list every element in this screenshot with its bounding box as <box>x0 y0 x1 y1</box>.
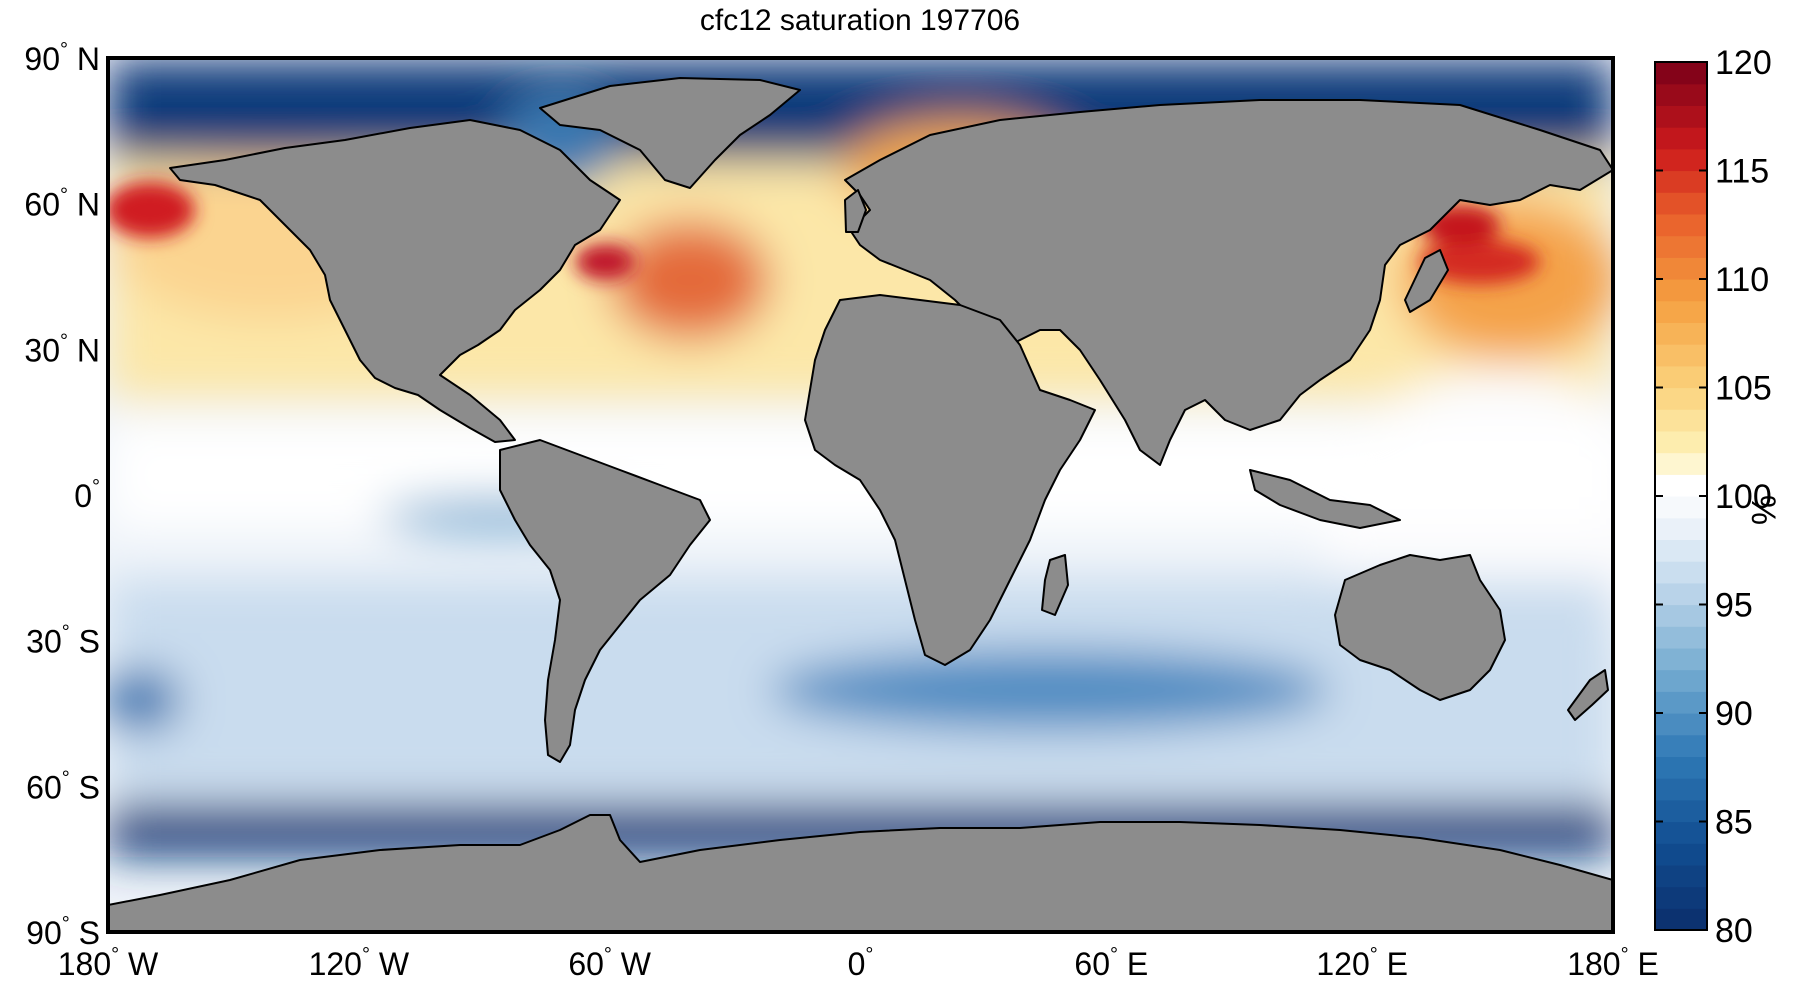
colorbar-step <box>1655 713 1707 736</box>
colorbar-step <box>1655 300 1707 323</box>
colorbar-step <box>1655 886 1707 909</box>
colorbar-tick-label: 80 <box>1715 912 1753 950</box>
lat-tick-label: 90° N <box>24 39 100 77</box>
colorbar-step <box>1655 821 1707 844</box>
colorbar-step <box>1655 344 1707 367</box>
colorbar-ticks: 80 85 90 95 100 105 110 115 120 <box>1655 44 1772 950</box>
eurasia <box>844 99 1613 466</box>
lon-tick-label: 0° <box>848 944 874 982</box>
antarctica <box>108 814 1613 932</box>
colorbar-step <box>1655 474 1707 497</box>
lon-tick-label: 120° W <box>309 944 410 982</box>
colorbar-step <box>1655 734 1707 757</box>
lon-tick-label: 180° W <box>58 944 159 982</box>
colorbar-steps <box>1655 62 1707 931</box>
latitude-axis: 90° N 60° N 30° N 0° 30° S 60° S 90° S <box>24 39 100 951</box>
colorbar-step <box>1655 647 1707 671</box>
lat-tick-label: 30° N <box>24 330 100 368</box>
colorbar-step <box>1655 279 1707 302</box>
indonesia <box>1249 469 1401 529</box>
colorbar-step <box>1655 539 1707 562</box>
colorbar-step <box>1655 799 1707 823</box>
greenland <box>539 77 801 189</box>
colorbar-step <box>1655 235 1707 258</box>
lat-tick-label: 30° S <box>26 622 100 660</box>
lat-tick-label: 90° S <box>26 913 100 951</box>
lon-tick-label: 120° E <box>1316 944 1408 982</box>
colorbar-step <box>1655 908 1707 931</box>
colorbar-step <box>1655 604 1707 627</box>
colorbar-step <box>1655 105 1707 128</box>
colorbar-step <box>1655 561 1707 584</box>
colorbar-step <box>1655 365 1707 389</box>
land-masses <box>108 77 1613 932</box>
map-frame <box>106 56 1615 934</box>
colorbar-tick-label: 90 <box>1715 695 1753 733</box>
colorbar-step <box>1655 430 1707 454</box>
colorbar-step <box>1655 192 1707 215</box>
colorbar-step <box>1655 582 1707 606</box>
lon-tick-label: 180° E <box>1567 944 1659 982</box>
japan <box>1404 249 1449 313</box>
colorbar: 80 85 90 95 100 105 110 115 120 % <box>1654 44 1782 950</box>
lon-tick-label: 60° E <box>1074 944 1148 982</box>
colorbar-tick-label: 95 <box>1715 587 1753 625</box>
colorbar-step <box>1655 387 1707 410</box>
lon-tick-label: 60° W <box>568 944 651 982</box>
colorbar-tick-label: 105 <box>1715 370 1772 408</box>
colorbar-step <box>1655 170 1707 193</box>
colorbar-step <box>1655 864 1707 888</box>
colorbar-step <box>1655 62 1707 85</box>
colorbar-step <box>1655 148 1707 172</box>
colorbar-step <box>1655 496 1707 519</box>
south-america <box>499 439 711 763</box>
colorbar-tick-label: 110 <box>1715 261 1769 299</box>
colorbar-tick-label: 100 <box>1715 478 1772 516</box>
colorbar-step <box>1655 322 1707 345</box>
map-title: cfc12 saturation 197706 <box>700 4 1020 37</box>
colorbar-step <box>1655 778 1707 801</box>
colorbar-step <box>1655 213 1707 237</box>
madagascar <box>1041 554 1069 616</box>
colorbar-unit: % <box>1744 495 1782 525</box>
africa <box>804 294 1096 666</box>
colorbar-tick-label: 120 <box>1715 44 1772 82</box>
colorbar-tick-label: 115 <box>1715 153 1769 191</box>
colorbar-step <box>1655 127 1707 150</box>
lat-tick-label: 60° N <box>24 185 100 223</box>
colorbar-step <box>1655 669 1707 692</box>
colorbar-step <box>1655 517 1707 540</box>
lat-tick-label: 60° S <box>26 767 100 805</box>
map-area <box>108 58 1613 932</box>
north-america <box>169 119 621 443</box>
new-zealand <box>1567 669 1609 721</box>
colorbar-step <box>1655 691 1707 714</box>
australia <box>1334 554 1506 701</box>
colorbar-step <box>1655 452 1707 475</box>
colorbar-step <box>1655 626 1707 649</box>
colorbar-step <box>1655 756 1707 779</box>
colorbar-step <box>1655 409 1707 432</box>
lat-tick-label: 0° <box>74 476 100 514</box>
colorbar-tick-label: 85 <box>1715 804 1753 842</box>
colorbar-step <box>1655 83 1707 106</box>
colorbar-step <box>1655 257 1707 280</box>
colorbar-step <box>1655 843 1707 866</box>
uk-islands <box>844 189 867 233</box>
longitude-axis: 180° W 120° W 60° W 0° 60° E 120° E 180° E <box>58 944 1659 982</box>
